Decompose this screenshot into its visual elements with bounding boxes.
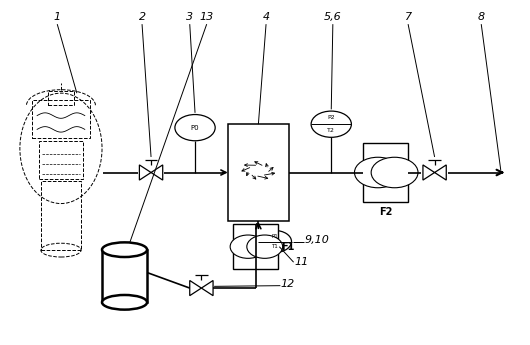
Text: P0: P0 [191,125,199,131]
Text: T2: T2 [328,128,335,133]
Text: 2: 2 [138,12,146,22]
Bar [32,100,90,138]
Circle shape [175,115,215,141]
Text: 1: 1 [54,12,61,22]
Text: 7: 7 [404,12,412,22]
Text: 11: 11 [294,257,308,267]
Text: F1: F1 [281,242,294,252]
Text: 12: 12 [281,279,295,288]
Text: F2: F2 [379,207,392,217]
Bar [233,224,278,269]
Text: 9,10: 9,10 [305,235,330,245]
Circle shape [311,111,351,137]
Bar [363,143,408,202]
Circle shape [371,157,418,188]
Text: 8: 8 [478,12,485,22]
Text: 3: 3 [186,12,193,22]
Bar [39,141,83,179]
Ellipse shape [102,295,147,310]
Text: P1: P1 [271,234,278,239]
Bar [102,250,147,302]
Circle shape [247,235,282,258]
Bar [228,124,289,221]
Ellipse shape [102,242,147,257]
Circle shape [230,235,266,258]
Circle shape [258,230,292,253]
Text: T1: T1 [271,244,278,249]
Bar [48,91,74,105]
Text: 5,6: 5,6 [324,12,342,22]
Bar [41,181,81,250]
Text: 4: 4 [262,12,270,22]
Text: 13: 13 [200,12,214,22]
Text: P2: P2 [328,116,335,120]
Circle shape [355,157,401,188]
